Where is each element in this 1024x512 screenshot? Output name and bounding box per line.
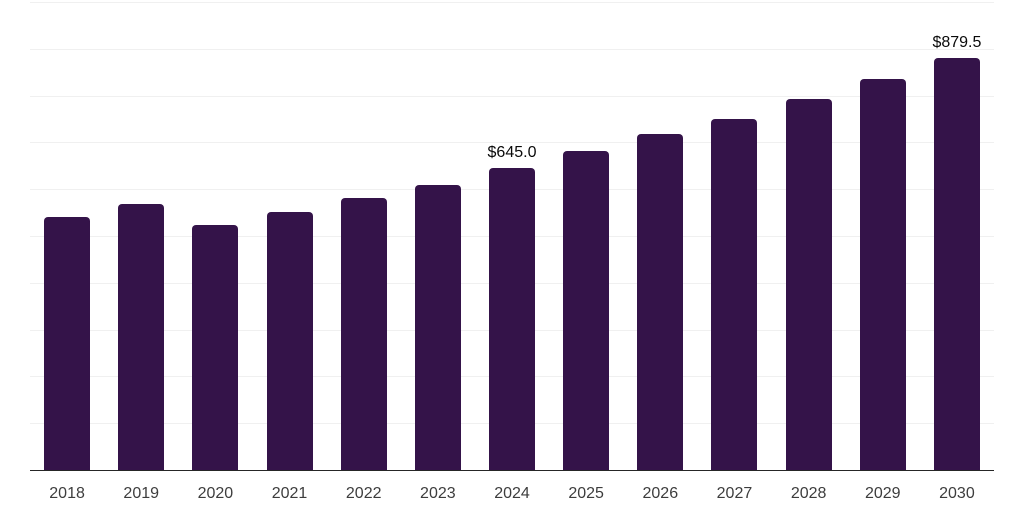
bar-2027: [711, 118, 758, 470]
bar-2020: [192, 224, 239, 470]
gridline-800: [30, 95, 994, 97]
x-tick-label-2029: 2029: [864, 485, 901, 502]
bar-2023: [414, 184, 461, 470]
bar-2029: [859, 79, 906, 470]
x-tick-label-2026: 2026: [642, 485, 679, 502]
bar-2018: [44, 217, 91, 470]
x-tick-label-2028: 2028: [790, 485, 827, 502]
bar-2022: [340, 198, 387, 470]
x-tick-label-2019: 2019: [123, 485, 160, 502]
x-axis-line: [30, 469, 994, 471]
x-tick-label-2024: 2024: [494, 485, 530, 502]
bar-2026: [637, 134, 684, 470]
x-tick-label-2030: 2030: [939, 485, 975, 502]
gridline-1000: [30, 2, 994, 3]
bar-2025: [563, 151, 610, 470]
x-tick-label-2023: 2023: [420, 485, 456, 502]
x-tick-label-2020: 2020: [197, 485, 234, 502]
x-tick-label-2021: 2021: [271, 485, 308, 502]
value-label-2024: $645.0: [487, 144, 537, 162]
value-label-2030: $879.5: [932, 34, 982, 52]
bar-2028: [785, 99, 832, 470]
bar-2030: [933, 58, 980, 470]
x-tick-label-2018: 2018: [49, 485, 85, 502]
bar-2021: [266, 211, 313, 470]
x-tick-label-2022: 2022: [345, 485, 382, 502]
x-tick-label-2027: 2027: [716, 485, 753, 502]
x-tick-label-2025: 2025: [568, 485, 604, 502]
gridline-900: [30, 48, 994, 50]
bar-2024: [489, 168, 535, 470]
bar-2019: [118, 203, 165, 470]
gridline-700: [30, 142, 994, 144]
